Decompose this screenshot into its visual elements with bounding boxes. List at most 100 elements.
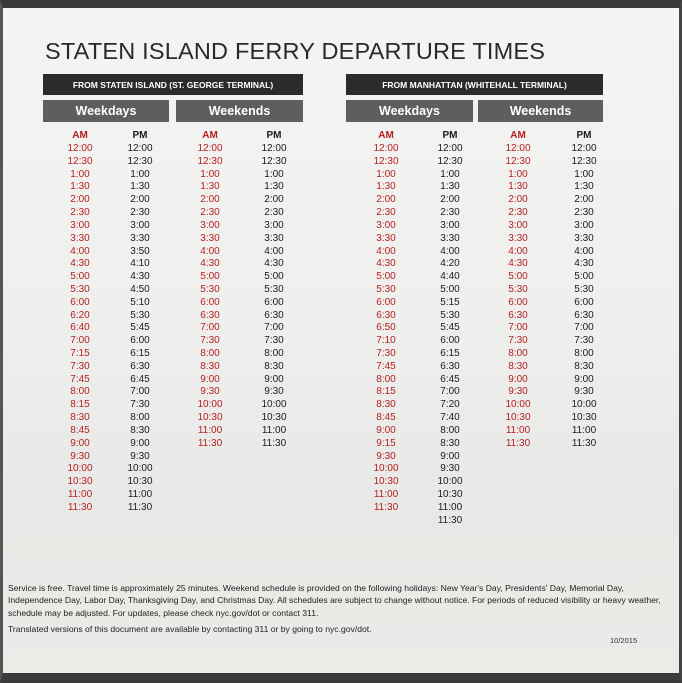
departure-time: 1:30 (440, 181, 460, 193)
terminal-header-manhattan: FROM MANHATTAN (WHITEHALL TERMINAL) (346, 74, 603, 95)
departure-time: 8:30 (200, 360, 220, 372)
departure-time: 3:00 (130, 219, 150, 231)
departure-time: 5:00 (440, 283, 460, 295)
departure-time: 9:30 (130, 450, 150, 462)
departure-time: 11:00 (571, 424, 597, 436)
page-title: STATEN ISLAND FERRY DEPARTURE TIMES (45, 38, 546, 64)
departure-time: 4:30 (508, 258, 528, 270)
departure-time: 8:00 (264, 348, 284, 359)
departure-time: 5:30 (440, 309, 460, 321)
departure-time: 8:30 (70, 412, 90, 424)
departure-time: 4:30 (264, 258, 284, 270)
departure-time: 6:40 (70, 322, 90, 334)
departure-time: 12:30 (197, 155, 223, 167)
departure-time: 3:30 (130, 232, 150, 244)
departure-time: 10:30 (373, 476, 399, 488)
departure-time: 7:30 (70, 360, 90, 372)
departure-time: 5:00 (508, 271, 528, 283)
departure-time: 8:00 (376, 373, 396, 385)
departure-time: 12:00 (261, 143, 287, 154)
departure-time: 3:30 (70, 232, 90, 244)
departure-time: 1:00 (440, 168, 460, 180)
departure-time: 2:00 (574, 194, 594, 206)
departure-time: 7:00 (440, 386, 460, 398)
date-code: 10/2015 (610, 636, 638, 645)
column-header: AM (510, 130, 526, 141)
departure-time: 8:00 (70, 386, 90, 398)
departure-time: 9:00 (130, 437, 150, 449)
departure-time: 7:00 (508, 322, 528, 334)
departure-time: 8:30 (508, 360, 528, 372)
departure-time: 7:40 (440, 412, 460, 424)
departure-time: 11:00 (437, 501, 463, 513)
departure-time: 9:30 (70, 450, 90, 462)
departure-time: 6:45 (440, 373, 460, 385)
departure-time: 4:50 (130, 283, 150, 295)
departure-time: 3:00 (440, 219, 460, 231)
departure-time: 5:45 (130, 322, 150, 334)
manhattan-weekdays-pm-column: PM 12:00 12:30 1:00 1:30 2:00 2:30 3:00 3:30 4:00… (425, 129, 475, 527)
departure-time: 10:00 (127, 463, 153, 475)
departure-time: 10:00 (437, 476, 463, 488)
departure-time: 4:30 (376, 258, 396, 270)
departure-time: 9:00 (440, 450, 460, 462)
departure-time: 4:30 (70, 258, 90, 270)
departure-time: 12:30 (571, 155, 597, 167)
departure-time: 5:00 (70, 271, 90, 283)
staten-weekdays-pm-column: PM 12:00 12:30 1:00 1:30 2:00 2:30 3:00 3:30 3:50… (115, 129, 165, 515)
departure-time: 6:00 (574, 296, 594, 308)
departure-time: 2:00 (376, 194, 396, 206)
staten-weekdays-header: Weekdays (43, 100, 169, 122)
manhattan-weekdays-am-column: AM 12:00 12:30 1:00 1:30 2:00 2:30 3:00 3:30 4:00… (361, 129, 411, 515)
departure-time: 4:00 (200, 245, 220, 257)
departure-time: 8:30 (574, 360, 594, 372)
departure-time: 4:10 (130, 258, 150, 270)
departure-time: 1:00 (70, 168, 90, 180)
departure-time: 8:00 (200, 348, 220, 359)
departure-time: 10:00 (67, 463, 93, 475)
staten-weekends-am-column: AM 12:00 12:30 1:00 1:30 2:00 2:30 3:00 3:30 4:00… (185, 129, 235, 451)
departure-time: 3:30 (574, 232, 594, 244)
service-notes: Service is free. Travel time is approxim… (8, 582, 678, 635)
departure-time: 1:00 (508, 168, 528, 180)
departure-time: 7:30 (508, 335, 528, 347)
departure-time: 9:30 (264, 386, 284, 398)
departure-time: 7:00 (264, 322, 284, 334)
departure-time: 8:00 (508, 348, 528, 359)
departure-time: 6:30 (200, 309, 220, 321)
departure-time: 8:15 (376, 386, 396, 398)
departure-time: 12:00 (67, 143, 93, 154)
departure-time: 5:30 (376, 283, 396, 295)
departure-time: 7:20 (440, 399, 460, 411)
departure-time: 2:00 (130, 194, 150, 206)
departure-time: 3:00 (508, 219, 528, 231)
departure-time: 1:30 (70, 181, 90, 193)
departure-time: 4:40 (440, 271, 460, 283)
departure-time: 11:30 (127, 501, 153, 513)
departure-time: 2:30 (200, 207, 220, 219)
staten-weekends-pm-column: PM 12:00 12:30 1:00 1:30 2:00 2:30 3:00 3:30 4:00… (249, 129, 299, 451)
departure-time: 12:30 (67, 155, 93, 167)
departure-time: 7:00 (130, 386, 150, 398)
departure-time: 11:30 (67, 501, 93, 513)
departure-time: 1:00 (264, 168, 284, 180)
departure-time: 6:00 (200, 296, 220, 308)
departure-time: 2:30 (574, 207, 594, 219)
departure-time: 11:30 (373, 501, 399, 513)
departure-time: 4:30 (574, 258, 594, 270)
departure-time: 4:00 (264, 245, 284, 257)
departure-time: 2:00 (200, 194, 220, 206)
departure-time: 9:30 (376, 450, 396, 462)
departure-time: 7:30 (574, 335, 594, 347)
departure-time: 9:00 (376, 424, 396, 436)
departure-time: 3:30 (440, 232, 460, 244)
departure-time: 5:00 (264, 271, 284, 283)
departure-time: 4:00 (574, 245, 594, 257)
departure-time: 9:00 (574, 373, 594, 385)
departure-time: 11:30 (197, 437, 223, 449)
manhattan-weekdays-header: Weekdays (346, 100, 473, 122)
departure-time: 6:00 (440, 335, 460, 347)
departure-time: 6:00 (264, 296, 284, 308)
departure-time: 3:00 (70, 219, 90, 231)
departure-time: 7:15 (70, 348, 90, 359)
